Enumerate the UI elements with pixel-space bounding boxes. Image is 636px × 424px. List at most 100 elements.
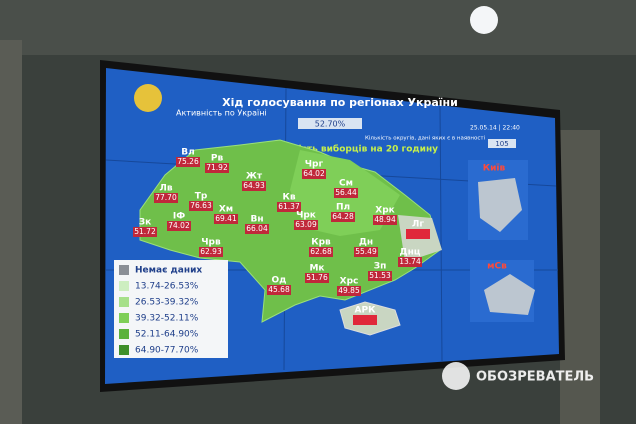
region-value: 51.72 — [134, 227, 156, 236]
legend-swatch — [119, 329, 129, 339]
region-name: Лв — [159, 184, 172, 194]
region-value: 49.85 — [338, 286, 360, 295]
legend-swatch — [119, 297, 129, 307]
region-value: 71.92 — [206, 163, 228, 172]
region-value: 48.94 — [374, 215, 396, 224]
legend-label: 64.90-77.70% — [135, 346, 199, 356]
region-value-box — [277, 202, 301, 212]
inset-map — [478, 178, 522, 232]
region-value-box — [133, 227, 157, 237]
ceiling-light — [470, 6, 498, 34]
region-value-box — [294, 220, 318, 230]
region-name: Хрк — [375, 206, 395, 216]
region-value-box — [334, 188, 358, 198]
region-value-box — [331, 212, 355, 222]
region-value-box — [199, 247, 223, 257]
emblem — [134, 84, 162, 112]
region-name: Жт — [246, 172, 263, 182]
region-value-box — [309, 247, 333, 257]
region-value-box — [406, 229, 430, 239]
region-value-box — [176, 157, 200, 167]
region-value: 45.68 — [268, 285, 290, 294]
region-value: 64.02 — [303, 169, 325, 178]
region-value: 55.49 — [355, 247, 377, 256]
region-value: 64.93 — [243, 181, 265, 190]
region-value-box — [205, 163, 229, 173]
turnout-label: Активність по Україні — [176, 109, 267, 118]
legend-swatch — [119, 281, 129, 291]
region-value-box — [368, 271, 392, 281]
legend-label: Немає даних — [135, 266, 202, 276]
inset-label: мСв — [487, 262, 507, 272]
region-value: 63.09 — [295, 220, 317, 229]
region-value-box — [337, 286, 361, 296]
region-name: Дн — [359, 238, 373, 248]
region-name: АРК — [355, 306, 377, 316]
region-name: Тр — [195, 192, 208, 202]
column — [560, 130, 600, 424]
legend-label: 52.11-64.90% — [135, 330, 199, 340]
region-value: 51.53 — [369, 271, 391, 280]
region-value: 62.93 — [200, 247, 222, 256]
turnout-value: 52.70% — [315, 120, 346, 129]
region-value-box — [245, 224, 269, 234]
legend-label: 39.32-52.11% — [135, 314, 199, 324]
region-name: Рв — [211, 154, 224, 164]
region-value: 69.41 — [215, 214, 237, 223]
region-value-box — [189, 201, 213, 211]
region-name: Мк — [309, 264, 324, 274]
region-value-box — [373, 215, 397, 225]
region-value: 51.76 — [306, 273, 328, 282]
watermark-logo — [442, 362, 470, 390]
districts-label: Кількість округів, дані яких є в наявнос… — [365, 136, 486, 142]
region-value-box — [267, 285, 291, 295]
region-value: 66.04 — [246, 224, 268, 233]
region-value: 13.74 — [399, 257, 421, 266]
subtitle: Активність виборців на 20 годину — [262, 144, 438, 155]
legend-items: Немає даних 13.74-26.53% 26.53-39.32% 39.32… — [119, 265, 202, 356]
region-value: 62.68 — [310, 247, 332, 256]
turnout-box — [298, 118, 362, 129]
region-value-box — [242, 181, 266, 191]
region-value: 76.63 — [190, 201, 212, 210]
region-name: Днц — [400, 248, 421, 258]
region-value: 75.26 — [177, 157, 199, 166]
datetime: 25.05.14 | 22:40 — [470, 125, 520, 132]
region-name: Крв — [311, 238, 331, 248]
region-name: Чрв — [201, 238, 221, 248]
districts-value: 105 — [495, 140, 508, 148]
region-name: Чрк — [296, 211, 316, 221]
region-name: Чрг — [305, 160, 324, 170]
legend-swatch — [119, 345, 129, 355]
legend — [114, 260, 228, 358]
region-value: 74.02 — [168, 221, 190, 230]
region-value: 61.37 — [278, 202, 300, 211]
inset-map — [484, 274, 535, 315]
region-value-box — [305, 273, 329, 283]
region-name: Од — [272, 276, 287, 286]
region-value-box — [154, 193, 178, 203]
region-name: ІФ — [173, 212, 185, 222]
region-name: Вн — [250, 215, 263, 225]
region-name: Хм — [219, 205, 233, 215]
districts-box — [488, 139, 516, 148]
column — [0, 40, 22, 424]
region-value-box — [214, 214, 238, 224]
legend-swatch — [119, 265, 129, 275]
legend-swatch — [119, 313, 129, 323]
region-name: Вл — [181, 148, 194, 158]
region-name: Кв — [282, 193, 295, 203]
region-value: 64.28 — [332, 212, 354, 221]
region-value: 77.70 — [155, 193, 177, 202]
region-name: Зк — [139, 218, 152, 228]
region-value-box — [302, 169, 326, 179]
inset-label: Київ — [483, 164, 506, 174]
region-name: Зп — [374, 262, 387, 272]
region-name: Лг — [412, 220, 424, 230]
legend-label: 13.74-26.53% — [135, 282, 199, 292]
region-value-box — [398, 257, 422, 267]
region-value-box — [353, 315, 377, 325]
